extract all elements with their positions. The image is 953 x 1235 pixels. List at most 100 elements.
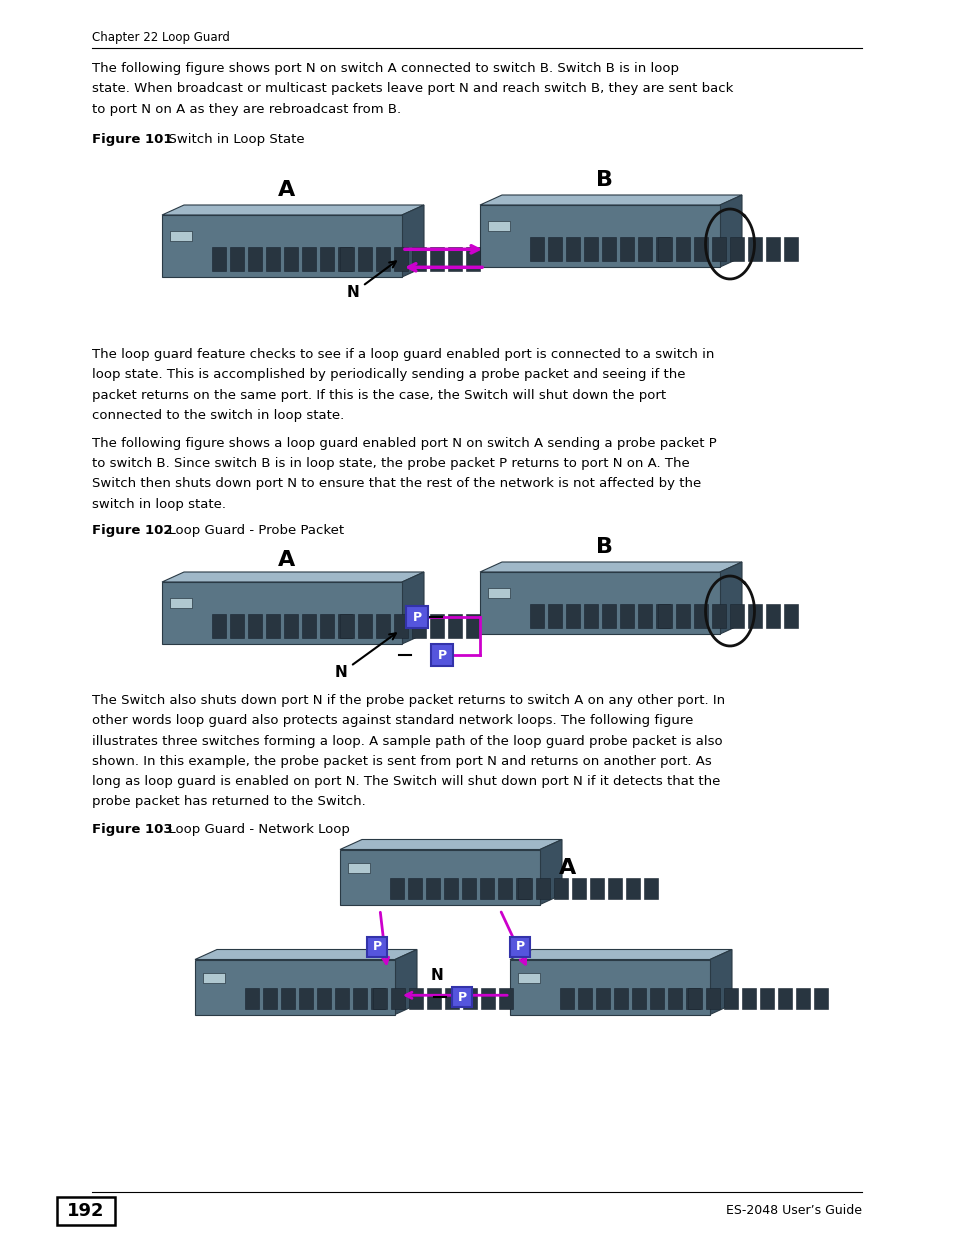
Bar [656,604,669,627]
Bar [212,614,226,637]
Bar [248,614,262,637]
Text: P: P [515,941,524,953]
Bar [479,878,494,899]
Bar [302,247,315,270]
Bar [747,604,761,627]
Bar [462,988,476,1009]
Bar [412,614,426,637]
Bar [631,988,645,1009]
Bar [448,614,461,637]
Bar [488,588,510,598]
Text: Chapter 22 Loop Guard: Chapter 22 Loop Guard [91,31,230,44]
Text: P: P [412,611,421,624]
Bar [765,237,780,261]
Bar [245,988,258,1009]
Polygon shape [720,562,741,634]
Bar [741,988,755,1009]
Bar [517,973,539,983]
Bar [394,247,408,270]
Bar [625,878,639,899]
Text: Switch then shuts down port N to ensure that the rest of the network is not affe: Switch then shuts down port N to ensure … [91,478,700,490]
Bar [230,247,244,270]
Text: other words loop guard also protects against standard network loops. The followi: other words loop guard also protects aga… [91,714,693,727]
Bar [298,988,313,1009]
Bar [638,237,651,261]
Bar [813,988,827,1009]
Polygon shape [479,572,720,634]
Bar [266,247,280,270]
Bar [263,988,276,1009]
Bar [498,988,513,1009]
Bar [658,604,671,627]
Bar [723,988,738,1009]
Bar [565,604,579,627]
Bar [711,237,725,261]
Text: A: A [278,550,295,571]
Bar [614,988,627,1009]
Bar [266,614,280,637]
Text: connected to the switch in loop state.: connected to the switch in loop state. [91,409,344,421]
Bar [510,937,530,957]
Bar [319,614,334,637]
Bar [348,863,370,873]
Bar [676,237,689,261]
Bar [687,988,701,1009]
Polygon shape [401,205,423,277]
Bar [431,645,453,667]
Bar [656,237,669,261]
Text: to switch B. Since switch B is in loop state, the probe packet P returns to port: to switch B. Since switch B is in loop s… [91,457,689,471]
Bar [339,614,354,637]
Bar [778,988,791,1009]
Bar [517,878,532,899]
Bar [530,237,543,261]
Bar [554,878,567,899]
Bar [619,604,634,627]
Bar [601,237,616,261]
Polygon shape [479,195,741,205]
Text: P: P [437,648,446,662]
Text: N: N [335,634,395,680]
Text: illustrates three switches forming a loop. A sample path of the loop guard probe: illustrates three switches forming a loo… [91,735,721,747]
Bar [760,988,773,1009]
Bar [316,988,331,1009]
Bar [357,614,372,637]
Bar [203,973,225,983]
Bar [547,237,561,261]
Bar [667,988,681,1009]
Bar [57,1197,115,1225]
Bar [649,988,663,1009]
Text: ES-2048 User’s Guide: ES-2048 User’s Guide [725,1203,862,1216]
Polygon shape [339,840,561,850]
Bar [693,237,707,261]
Bar [465,247,479,270]
Text: loop state. This is accomplished by periodically sending a probe packet and seei: loop state. This is accomplished by peri… [91,368,685,382]
Bar [335,988,349,1009]
Bar [427,988,440,1009]
Bar [212,247,226,270]
Text: The Switch also shuts down port N if the probe packet returns to switch A on any: The Switch also shuts down port N if the… [91,694,724,706]
Bar [391,988,405,1009]
Text: Loop Guard - Probe Packet: Loop Guard - Probe Packet [160,524,344,537]
Text: P: P [372,941,381,953]
Polygon shape [510,960,709,1014]
Bar [601,604,616,627]
Bar [367,937,387,957]
Text: Loop Guard - Network Loop: Loop Guard - Network Loop [160,824,350,836]
Bar [765,604,780,627]
Bar [693,604,707,627]
Text: Figure 102: Figure 102 [91,524,172,537]
Text: 192: 192 [67,1202,105,1220]
Polygon shape [720,195,741,267]
Polygon shape [510,950,731,960]
Bar [394,614,408,637]
Bar [547,604,561,627]
Text: to port N on A as they are rebroadcast from B.: to port N on A as they are rebroadcast f… [91,103,400,116]
Text: The following figure shows port N on switch A connected to switch B. Switch B is: The following figure shows port N on swi… [91,62,679,75]
Text: N: N [347,262,395,300]
Bar [170,231,192,241]
Text: Switch in Loop State: Switch in Loop State [160,133,304,146]
Bar [480,988,495,1009]
Bar [248,247,262,270]
Polygon shape [194,950,416,960]
Polygon shape [162,215,401,277]
